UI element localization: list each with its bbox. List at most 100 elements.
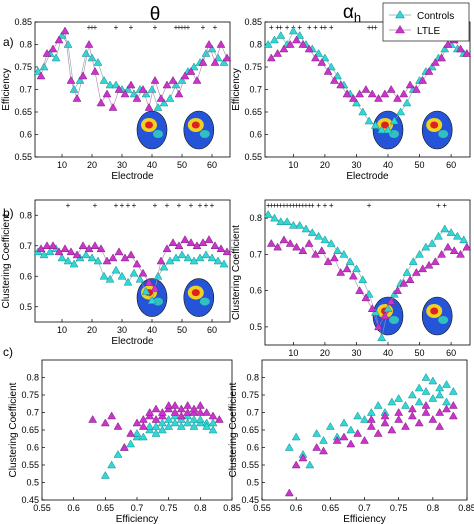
x-tick-label: 0.75 (160, 503, 178, 513)
data-point-controls (201, 250, 211, 259)
data-point-controls (401, 400, 410, 409)
data-point-controls (442, 379, 451, 388)
data-point-controls (305, 460, 315, 469)
data-point-controls (145, 421, 155, 430)
data-point-controls (370, 120, 380, 129)
x-tick-label: 30 (351, 348, 361, 358)
data-point-controls (69, 259, 79, 268)
legend-marker-ltle (395, 25, 405, 34)
y-tick-label: 0.55 (241, 460, 259, 470)
significance-marker: + (114, 23, 119, 32)
data-point-ltle (186, 238, 196, 246)
y-tick-label: 0.65 (21, 425, 39, 435)
x-tick-label: 60 (207, 160, 217, 170)
data-point-ltle (216, 39, 226, 48)
data-point-ltle (192, 75, 202, 84)
x-tick-label: 0.85 (458, 503, 474, 513)
x-tick-label: 50 (177, 325, 187, 335)
x-tick-label: 0.85 (223, 503, 241, 513)
y-tick-label: 0.75 (241, 390, 259, 400)
data-point-ltle (448, 400, 458, 409)
data-point-controls (435, 390, 445, 399)
data-point-ltle (361, 84, 371, 93)
data-point-ltle (108, 102, 118, 111)
data-point-controls (63, 39, 73, 48)
heat-core (430, 121, 439, 129)
y-tick-label: 0.6 (246, 443, 259, 453)
data-point-controls (93, 57, 103, 66)
data-point-ltle (329, 253, 339, 262)
heat-core (430, 307, 439, 315)
data-point-controls (219, 259, 229, 268)
data-point-controls (270, 35, 279, 44)
data-point-ltle (405, 80, 415, 89)
y-tick-label: 0.7 (26, 408, 39, 418)
data-point-ltle (360, 435, 369, 444)
data-point-ltle (126, 250, 136, 259)
data-point-ltle (150, 283, 160, 292)
data-point-controls (105, 80, 115, 89)
y-tick-label: 0.7 (19, 85, 32, 95)
x-tick-label: 10 (288, 160, 298, 170)
data-point-controls (402, 267, 412, 276)
data-point-controls (207, 44, 217, 53)
data-point-ltle (157, 407, 167, 416)
heat-blob-secondary (438, 130, 449, 138)
y-tick-label: 0.5 (249, 322, 262, 332)
data-point-ltle (174, 89, 184, 98)
y-tick-label: 0.5 (246, 478, 259, 488)
data-point-controls (157, 418, 167, 427)
y-tick-label: 0.7 (249, 249, 262, 259)
significance-marker: + (323, 201, 328, 210)
x-tick-label: 40 (147, 325, 157, 335)
data-point-controls (448, 386, 458, 395)
data-point-controls (183, 418, 193, 427)
data-point-ltle (414, 418, 424, 427)
legend-label-ltle: LTLE (417, 26, 440, 37)
data-point-controls (415, 249, 424, 258)
x-tick-label: 20 (320, 160, 330, 170)
significance-marker: + (275, 201, 280, 210)
x-tick-label: 0.8 (194, 503, 207, 513)
axes-frame (261, 359, 468, 501)
heat-blob-secondary (153, 130, 163, 138)
y-axis-label: Clustering Coefficient (8, 382, 19, 477)
significance-marker: + (87, 23, 92, 32)
data-point-controls (147, 296, 157, 304)
significance-marker: + (132, 201, 137, 210)
data-point-ltle (285, 238, 295, 247)
data-point-controls (276, 217, 286, 225)
data-point-ltle (284, 488, 294, 497)
data-point-ltle (373, 428, 383, 437)
data-point-ltle (114, 84, 124, 93)
data-point-ltle (348, 93, 358, 102)
y-tick-label: 0.8 (246, 373, 259, 383)
data-point-ltle (394, 414, 404, 423)
heat-core (145, 121, 153, 129)
data-point-controls (132, 428, 142, 437)
data-point-ltle (138, 84, 148, 93)
data-point-ltle (36, 71, 46, 80)
data-point-controls (307, 228, 317, 236)
data-point-controls (39, 62, 49, 71)
data-point-controls (284, 442, 294, 451)
data-point-ltle (145, 407, 155, 416)
data-point-controls (319, 435, 328, 444)
data-point-ltle (430, 57, 440, 66)
data-point-controls (358, 107, 368, 116)
data-point-ltle (421, 407, 431, 416)
data-point-ltle (319, 446, 328, 455)
significance-marker: + (183, 23, 188, 32)
data-point-ltle (222, 247, 232, 256)
data-point-controls (427, 238, 437, 247)
x-axis-label: Electrode (111, 336, 154, 347)
data-point-ltle (48, 44, 58, 53)
significance-marker: + (126, 201, 131, 210)
data-point-ltle (273, 48, 283, 57)
data-point-ltle (304, 238, 314, 247)
data-point-controls (189, 62, 199, 71)
data-point-ltle (399, 89, 409, 98)
x-axis-label: Electrode (111, 171, 154, 182)
x-tick-label: 60 (207, 325, 217, 335)
x-tick-label: 20 (320, 348, 330, 358)
